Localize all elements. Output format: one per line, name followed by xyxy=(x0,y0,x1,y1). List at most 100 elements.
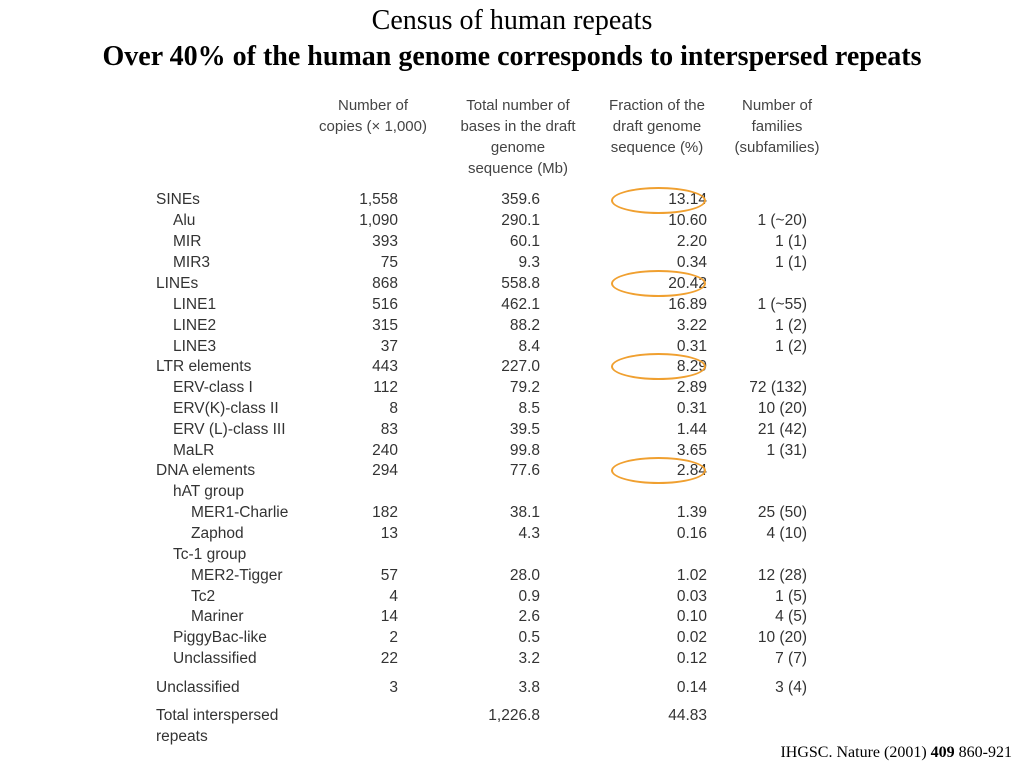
header-fraction: Fraction of the draft genome sequence (%… xyxy=(598,95,716,158)
row-copies: 83 xyxy=(380,421,398,438)
row-families: 1 (1) xyxy=(775,254,807,271)
row-label: Unclassified xyxy=(173,650,257,667)
row-bases: 79.2 xyxy=(509,379,540,396)
table-row: Alu 1,090 290.1 10.60 1 (~20) xyxy=(0,210,1024,231)
table-row: Mariner 14 2.6 0.10 4 (5) xyxy=(0,606,1024,627)
row-fraction: 10.60 xyxy=(668,212,707,229)
row-families: 1 (~20) xyxy=(757,212,807,229)
header-bases-line: Total number of xyxy=(466,97,570,114)
header-families-line: families xyxy=(751,118,803,135)
row-bases: 88.2 xyxy=(509,317,540,334)
header-copies: Number of copies (× 1,000) xyxy=(312,95,434,137)
row-label: LINE2 xyxy=(173,317,217,334)
table-row: ERV(K)-class II 8 8.5 0.31 10 (20) xyxy=(0,398,1024,419)
row-families: 1 (1) xyxy=(775,233,807,250)
row-families: 4 (10) xyxy=(766,525,808,542)
row-copies: 2 xyxy=(389,629,398,646)
row-label: Tc2 xyxy=(191,588,216,605)
row-fraction: 2.89 xyxy=(676,379,707,396)
row-copies: 4 xyxy=(389,588,398,605)
row-bases: 60.1 xyxy=(509,233,540,250)
row-label: MaLR xyxy=(173,442,215,459)
header-fraction-line: Fraction of the xyxy=(609,97,705,114)
row-fraction: 0.31 xyxy=(676,338,707,355)
total-label-line: Total interspersed xyxy=(156,707,279,724)
row-label: Alu xyxy=(173,212,196,229)
citation-pages: 860-921 xyxy=(954,744,1012,761)
row-families: 7 (7) xyxy=(775,650,807,667)
row-copies: 112 xyxy=(373,379,398,396)
table-row: LINE1 516 462.1 16.89 1 (~55) xyxy=(0,294,1024,315)
header-bases-line: bases in the draft xyxy=(460,118,576,135)
row-families: 72 (132) xyxy=(749,379,807,396)
table-row: DNA elements 294 77.6 2.84 xyxy=(0,460,1024,481)
row-bases: 28.0 xyxy=(509,567,540,584)
row-fraction: 3.65 xyxy=(676,442,707,459)
row-label: Tc-1 group xyxy=(173,546,247,563)
slide-title: Census of human repeats xyxy=(371,5,653,36)
row-bases: 290.1 xyxy=(501,212,540,229)
header-fraction-line: draft genome xyxy=(612,118,702,135)
row-families: 1 (31) xyxy=(766,442,808,459)
row-fraction: 0.02 xyxy=(676,629,707,646)
row-label: MER2-Tigger xyxy=(191,567,283,584)
row-families: 10 (20) xyxy=(757,400,807,417)
row-copies: 443 xyxy=(372,358,398,375)
row-copies: 516 xyxy=(372,296,398,313)
table-row: LINEs 868 558.8 20.42 xyxy=(0,273,1024,294)
table-row: Unclassified 3 3.8 0.14 3 (4) xyxy=(0,677,1024,698)
row-families: 12 (28) xyxy=(757,567,807,584)
row-label: PiggyBac-like xyxy=(173,629,267,646)
row-copies: 22 xyxy=(380,650,398,667)
row-label: ERV(K)-class II xyxy=(173,400,279,417)
row-label: SINEs xyxy=(156,191,200,208)
row-copies: 3 xyxy=(389,679,398,696)
row-fraction: 0.03 xyxy=(676,588,707,605)
header-bases-line: sequence (Mb) xyxy=(467,160,569,177)
table-row: PiggyBac-like 2 0.5 0.02 10 (20) xyxy=(0,627,1024,648)
row-bases: 2.6 xyxy=(518,608,540,625)
row-families: 1 (2) xyxy=(775,338,807,355)
row-bases: 77.6 xyxy=(509,462,540,479)
row-fraction: 2.20 xyxy=(676,233,707,250)
table-row: ERV-class I 112 79.2 2.89 72 (132) xyxy=(0,377,1024,398)
table-row: MIR 393 60.1 2.20 1 (1) xyxy=(0,231,1024,252)
row-label: MIR3 xyxy=(173,254,211,271)
total-label: Total interspersed repeats xyxy=(156,705,278,747)
row-bases: 462.1 xyxy=(501,296,540,313)
row-fraction: 0.34 xyxy=(676,254,707,271)
row-label: Unclassified xyxy=(156,679,240,696)
row-fraction: 1.39 xyxy=(676,504,707,521)
row-bases: 0.9 xyxy=(518,588,540,605)
row-label: hAT group xyxy=(173,483,244,500)
row-copies: 315 xyxy=(372,317,398,334)
row-bases: 3.2 xyxy=(518,650,540,667)
row-label: Mariner xyxy=(191,608,244,625)
row-copies: 14 xyxy=(380,608,398,625)
row-bases: 4.3 xyxy=(518,525,540,542)
row-families: 4 (5) xyxy=(775,608,807,625)
row-bases: 558.8 xyxy=(501,275,540,292)
row-fraction: 1.02 xyxy=(676,567,707,584)
table-row: LINE2 315 88.2 3.22 1 (2) xyxy=(0,315,1024,336)
highlight-ring-sines xyxy=(611,187,706,214)
header-families-line: Number of xyxy=(741,97,813,114)
total-label-line: repeats xyxy=(156,728,208,745)
row-bases: 99.8 xyxy=(509,442,540,459)
header-copies-line: copies (× 1,000) xyxy=(319,118,427,135)
header-bases-line: genome xyxy=(490,139,546,156)
total-row: 1,226.8 44.83 xyxy=(0,705,1024,726)
row-fraction: 0.10 xyxy=(676,608,707,625)
table-row: MER1-Charlie 182 38.1 1.39 25 (50) xyxy=(0,502,1024,523)
row-bases: 9.3 xyxy=(518,254,540,271)
header-copies-line: Number of xyxy=(337,97,409,114)
row-label: DNA elements xyxy=(156,462,256,479)
header-families: Number of families (subfamilies) xyxy=(722,95,832,158)
row-bases: 227.0 xyxy=(501,358,540,375)
table-row: LINE3 37 8.4 0.31 1 (2) xyxy=(0,336,1024,357)
row-copies: 868 xyxy=(372,275,398,292)
row-label: Zaphod xyxy=(191,525,244,542)
row-fraction: 0.12 xyxy=(676,650,707,667)
row-label: LINE1 xyxy=(173,296,217,313)
table-row: MaLR 240 99.8 3.65 1 (31) xyxy=(0,440,1024,461)
